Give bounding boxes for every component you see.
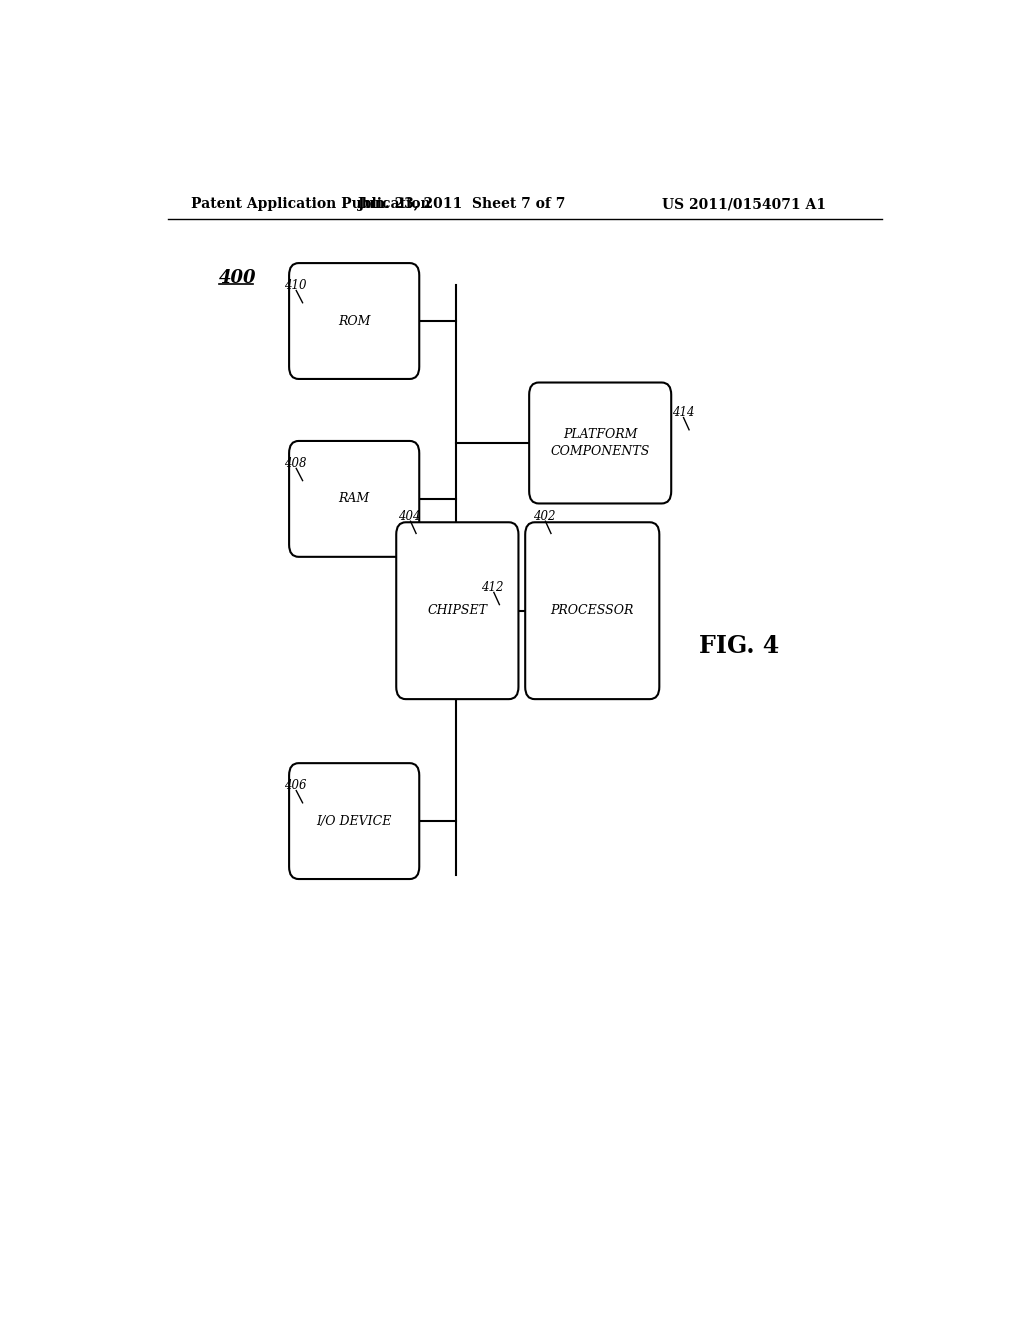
Text: I/O DEVICE: I/O DEVICE: [316, 814, 392, 828]
Text: 406: 406: [285, 779, 307, 792]
FancyBboxPatch shape: [525, 523, 659, 700]
Text: 404: 404: [397, 510, 420, 523]
Text: FIG. 4: FIG. 4: [699, 635, 779, 659]
Text: ROM: ROM: [338, 314, 371, 327]
Text: 410: 410: [285, 279, 307, 292]
FancyBboxPatch shape: [529, 383, 671, 503]
FancyBboxPatch shape: [289, 441, 419, 557]
Text: PROCESSOR: PROCESSOR: [551, 605, 634, 618]
Text: Patent Application Publication: Patent Application Publication: [191, 197, 431, 211]
Text: RAM: RAM: [339, 492, 370, 506]
Text: 408: 408: [285, 457, 307, 470]
Text: CHIPSET: CHIPSET: [427, 605, 487, 618]
Text: 412: 412: [481, 581, 504, 594]
Text: PLATFORM
COMPONENTS: PLATFORM COMPONENTS: [551, 428, 650, 458]
FancyBboxPatch shape: [289, 763, 419, 879]
FancyBboxPatch shape: [396, 523, 518, 700]
Text: 400: 400: [219, 269, 257, 288]
Text: 414: 414: [672, 407, 694, 418]
FancyBboxPatch shape: [289, 263, 419, 379]
Text: 402: 402: [532, 510, 555, 523]
Text: Jun. 23, 2011  Sheet 7 of 7: Jun. 23, 2011 Sheet 7 of 7: [357, 197, 565, 211]
Text: US 2011/0154071 A1: US 2011/0154071 A1: [663, 197, 826, 211]
